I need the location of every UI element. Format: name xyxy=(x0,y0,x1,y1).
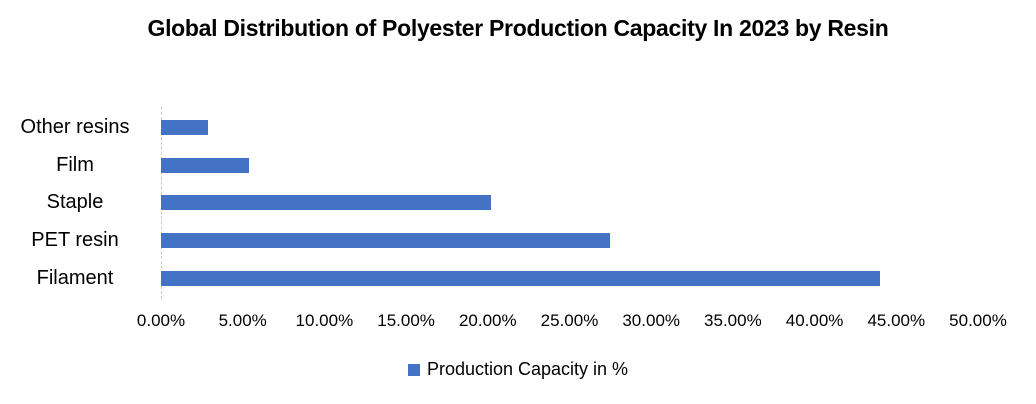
bar-row xyxy=(161,147,978,185)
x-tick-label: 0.00% xyxy=(136,311,186,330)
legend-square-icon xyxy=(407,363,420,376)
bar-pet-resin xyxy=(161,233,611,249)
x-tick-label: 50.00% xyxy=(949,311,1007,330)
category-label: Filament xyxy=(36,266,114,289)
x-tick-label: 30.00% xyxy=(622,311,681,330)
category-label: Film xyxy=(56,153,94,176)
x-tick-label: 20.00% xyxy=(458,311,517,330)
category-axis: Other resins Film Staple PET resin Filament xyxy=(0,109,150,297)
legend-label: Production Capacity in % xyxy=(426,359,629,379)
category-label: Other resins xyxy=(20,116,130,139)
x-tick-label: 35.00% xyxy=(704,311,762,330)
chart-title: Global Distribution of Polyester Product… xyxy=(147,15,889,41)
x-tick-label: 45.00% xyxy=(867,311,926,330)
bar-row xyxy=(161,184,978,222)
category-label: Staple xyxy=(46,191,104,214)
plot-area xyxy=(161,109,978,297)
x-tick-label: 25.00% xyxy=(540,311,599,330)
x-tick-label: 10.00% xyxy=(295,311,354,330)
legend: Production Capacity in % xyxy=(0,359,1036,380)
bar-row xyxy=(161,259,978,297)
bar-filament xyxy=(161,270,880,286)
bar-film xyxy=(161,157,250,173)
x-tick-label: 40.00% xyxy=(785,311,844,330)
category-label: PET resin xyxy=(31,229,119,252)
bar-row xyxy=(161,109,978,147)
x-tick-label: 15.00% xyxy=(377,311,435,330)
x-tick-label: 5.00% xyxy=(218,311,267,330)
x-axis: 0.00% 5.00% 10.00% 15.00% 20.00% 25.00% 30.00%… xyxy=(137,311,1007,333)
bar-row xyxy=(161,222,978,260)
bar-staple xyxy=(161,195,492,211)
bar-other-resins xyxy=(161,120,209,136)
